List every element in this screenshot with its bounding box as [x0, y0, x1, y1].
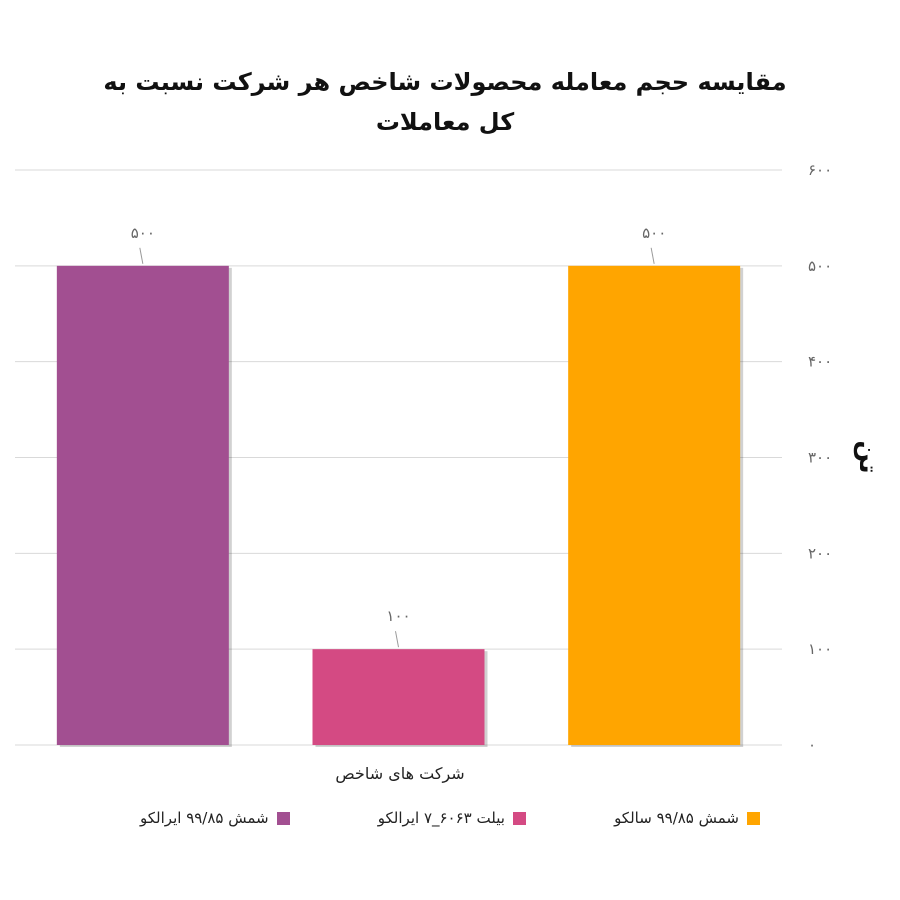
- legend-item[interactable]: بیلت ۶۰۶۳_۷ ایرالکو: [378, 809, 526, 827]
- legend-label: شمش ۹۹/۸۵ سالکو: [614, 809, 739, 827]
- legend: شمش ۹۹/۸۵ سالکو بیلت ۶۰۶۳_۷ ایرالکو شمش ۹۹…: [140, 803, 760, 833]
- y-tick-label: ۰: [808, 736, 816, 754]
- y-axis-ticks: ۰ ۱۰۰ ۲۰۰ ۳۰۰ ۴۰۰ ۵۰۰ ۶۰۰: [808, 161, 832, 754]
- y-tick-label: ۲۰۰: [808, 544, 832, 562]
- data-labels: ۵۰۰ ۱۰۰ ۵۰۰: [131, 224, 666, 648]
- legend-swatch: [747, 811, 760, 825]
- legend-label: شمش ۹۹/۸۵ ایرالکو: [140, 809, 269, 827]
- data-label-leader: [650, 247, 655, 264]
- bars: [56, 265, 744, 747]
- y-tick-label: ۱۰۰: [808, 640, 832, 658]
- legend-label: بیلت ۶۰۶۳_۷ ایرالکو: [377, 809, 505, 827]
- bar: [568, 265, 741, 745]
- x-axis-label: شرکت های شاخص: [335, 764, 464, 784]
- y-tick-label: ۳۰۰: [808, 449, 832, 467]
- data-label: ۱۰۰: [386, 607, 410, 625]
- legend-swatch: [276, 811, 290, 825]
- data-label-leader: [395, 631, 399, 648]
- y-tick-label: ۴۰۰: [808, 353, 832, 371]
- y-tick-label: ۶۰۰: [808, 161, 832, 179]
- legend-item[interactable]: شمش ۹۹/۸۵ ایرالکو: [140, 809, 290, 827]
- legend-item[interactable]: شمش ۹۹/۸۵ سالکو: [614, 809, 760, 827]
- chart-title: مقایسه حجم معامله محصولات شاخص هر شرکت ن…: [103, 68, 787, 136]
- data-label-leader: [139, 247, 144, 264]
- data-label: ۵۰۰: [131, 224, 155, 242]
- bar: [56, 265, 229, 745]
- legend-swatch: [512, 811, 526, 825]
- data-label: ۵۰۰: [642, 224, 666, 242]
- y-axis-label: تن: [853, 440, 883, 473]
- y-tick-label: ۵۰۰: [808, 257, 832, 275]
- bar: [312, 649, 485, 745]
